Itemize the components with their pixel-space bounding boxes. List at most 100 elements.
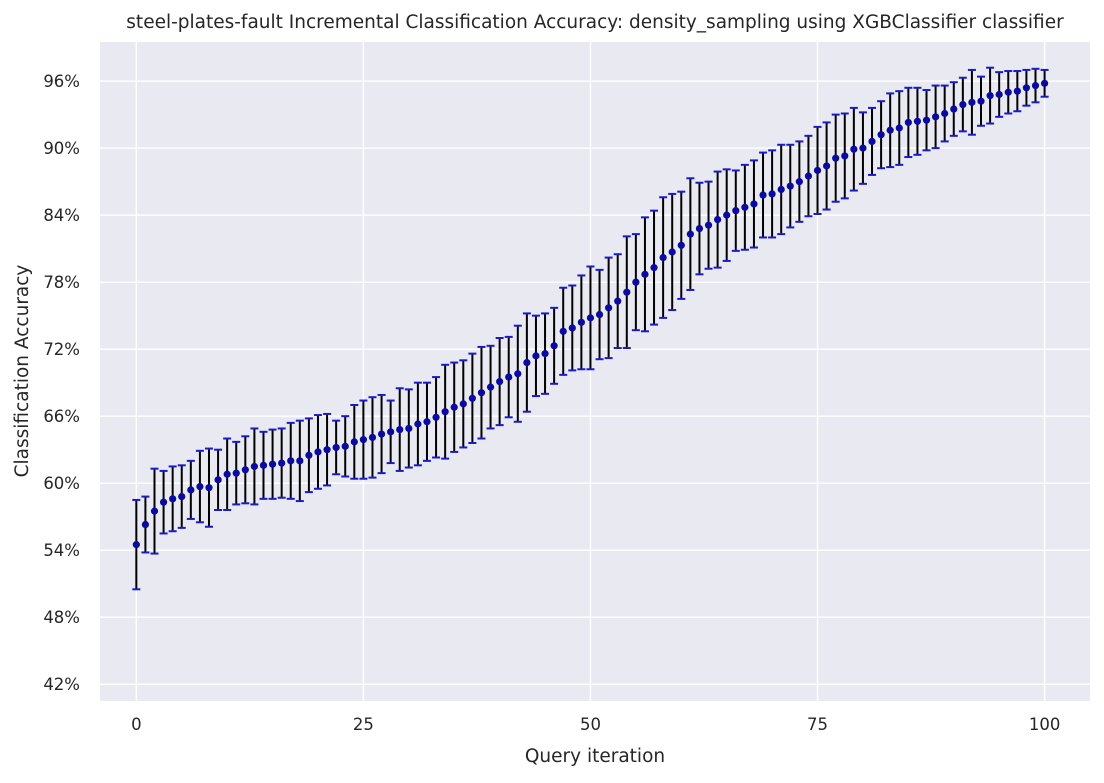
data-point bbox=[441, 408, 449, 416]
data-point bbox=[1040, 79, 1049, 87]
data-point bbox=[886, 126, 894, 134]
data-point bbox=[559, 327, 567, 335]
data-point bbox=[977, 97, 985, 105]
chart-title: steel-plates-fault Incremental Classific… bbox=[126, 12, 1064, 33]
data-point bbox=[132, 541, 140, 549]
data-point bbox=[241, 466, 249, 474]
data-point bbox=[850, 145, 858, 153]
data-point bbox=[214, 476, 222, 484]
data-point bbox=[377, 430, 386, 438]
data-point bbox=[813, 166, 822, 175]
data-point bbox=[223, 470, 231, 478]
data-point bbox=[777, 185, 785, 194]
data-point bbox=[641, 270, 649, 278]
data-point bbox=[259, 461, 268, 469]
y-tick-label: 66% bbox=[43, 407, 80, 426]
data-point bbox=[405, 424, 413, 433]
data-point bbox=[232, 469, 240, 477]
data-point bbox=[468, 394, 476, 402]
data-point bbox=[196, 482, 204, 491]
data-point bbox=[732, 207, 740, 215]
data-point bbox=[477, 389, 486, 397]
data-point bbox=[895, 124, 903, 132]
data-point bbox=[523, 358, 531, 367]
data-point bbox=[605, 304, 613, 312]
x-tick-label: 75 bbox=[807, 715, 828, 734]
data-point bbox=[714, 215, 722, 224]
data-point bbox=[931, 113, 940, 121]
data-point bbox=[859, 144, 867, 152]
y-tick-label: 90% bbox=[43, 139, 80, 158]
data-point bbox=[1031, 81, 1040, 90]
data-point bbox=[169, 495, 177, 503]
data-point bbox=[750, 200, 758, 208]
data-point bbox=[959, 100, 967, 109]
data-point bbox=[795, 178, 803, 186]
data-point bbox=[913, 117, 922, 125]
data-point bbox=[577, 318, 585, 326]
y-tick-label: 96% bbox=[43, 72, 80, 91]
data-point bbox=[759, 191, 767, 199]
data-point bbox=[541, 350, 549, 358]
data-point bbox=[632, 278, 640, 286]
data-point bbox=[159, 498, 168, 506]
data-point bbox=[350, 438, 358, 446]
data-point bbox=[268, 460, 277, 468]
data-point bbox=[968, 98, 976, 106]
data-point bbox=[668, 248, 676, 256]
data-point bbox=[1022, 84, 1031, 92]
y-tick-label: 84% bbox=[43, 206, 80, 225]
data-point bbox=[904, 118, 912, 127]
data-point bbox=[614, 297, 622, 305]
data-point bbox=[550, 342, 558, 350]
data-point bbox=[768, 190, 776, 198]
data-point bbox=[986, 92, 994, 100]
data-point bbox=[950, 105, 958, 113]
y-tick-label: 54% bbox=[43, 541, 80, 560]
y-tick-label: 42% bbox=[43, 675, 80, 694]
data-point bbox=[995, 90, 1003, 99]
data-point bbox=[450, 403, 458, 411]
x-axis-label: Query iteration bbox=[525, 746, 665, 767]
y-tick-label: 78% bbox=[43, 273, 80, 292]
data-point bbox=[922, 116, 931, 124]
data-point bbox=[178, 492, 186, 501]
data-point bbox=[387, 428, 395, 436]
data-point bbox=[305, 451, 313, 459]
x-tick-label: 100 bbox=[1029, 715, 1061, 734]
data-point bbox=[187, 486, 195, 494]
y-tick-label: 48% bbox=[43, 608, 80, 627]
data-point bbox=[532, 352, 540, 360]
data-point bbox=[486, 383, 495, 391]
data-point bbox=[877, 131, 885, 139]
data-point bbox=[150, 507, 159, 515]
data-point bbox=[623, 288, 631, 296]
data-point bbox=[296, 457, 304, 465]
data-point bbox=[823, 162, 831, 170]
data-point bbox=[786, 182, 794, 190]
plot-background bbox=[100, 42, 1090, 701]
data-points bbox=[132, 79, 1049, 549]
data-point bbox=[677, 241, 685, 249]
data-point bbox=[496, 377, 504, 386]
data-point bbox=[1013, 87, 1021, 95]
data-point bbox=[359, 436, 367, 444]
x-tick-label: 25 bbox=[353, 715, 374, 734]
data-point bbox=[141, 520, 150, 529]
data-point bbox=[832, 154, 840, 162]
data-point bbox=[423, 418, 431, 426]
data-point bbox=[650, 264, 658, 272]
data-point bbox=[568, 324, 576, 332]
data-point bbox=[586, 314, 595, 322]
data-point bbox=[686, 230, 694, 238]
data-point bbox=[332, 443, 340, 452]
y-axis-label: Classification Accuracy bbox=[12, 265, 33, 478]
y-tick-labels: 42% 48% 54% 60% 66% 72% 78% 84% 90% 96% bbox=[43, 72, 80, 694]
data-point bbox=[941, 109, 949, 118]
data-point bbox=[341, 442, 349, 450]
data-point bbox=[804, 172, 813, 180]
data-point bbox=[841, 152, 849, 160]
data-point bbox=[396, 425, 404, 434]
data-point bbox=[868, 137, 876, 146]
